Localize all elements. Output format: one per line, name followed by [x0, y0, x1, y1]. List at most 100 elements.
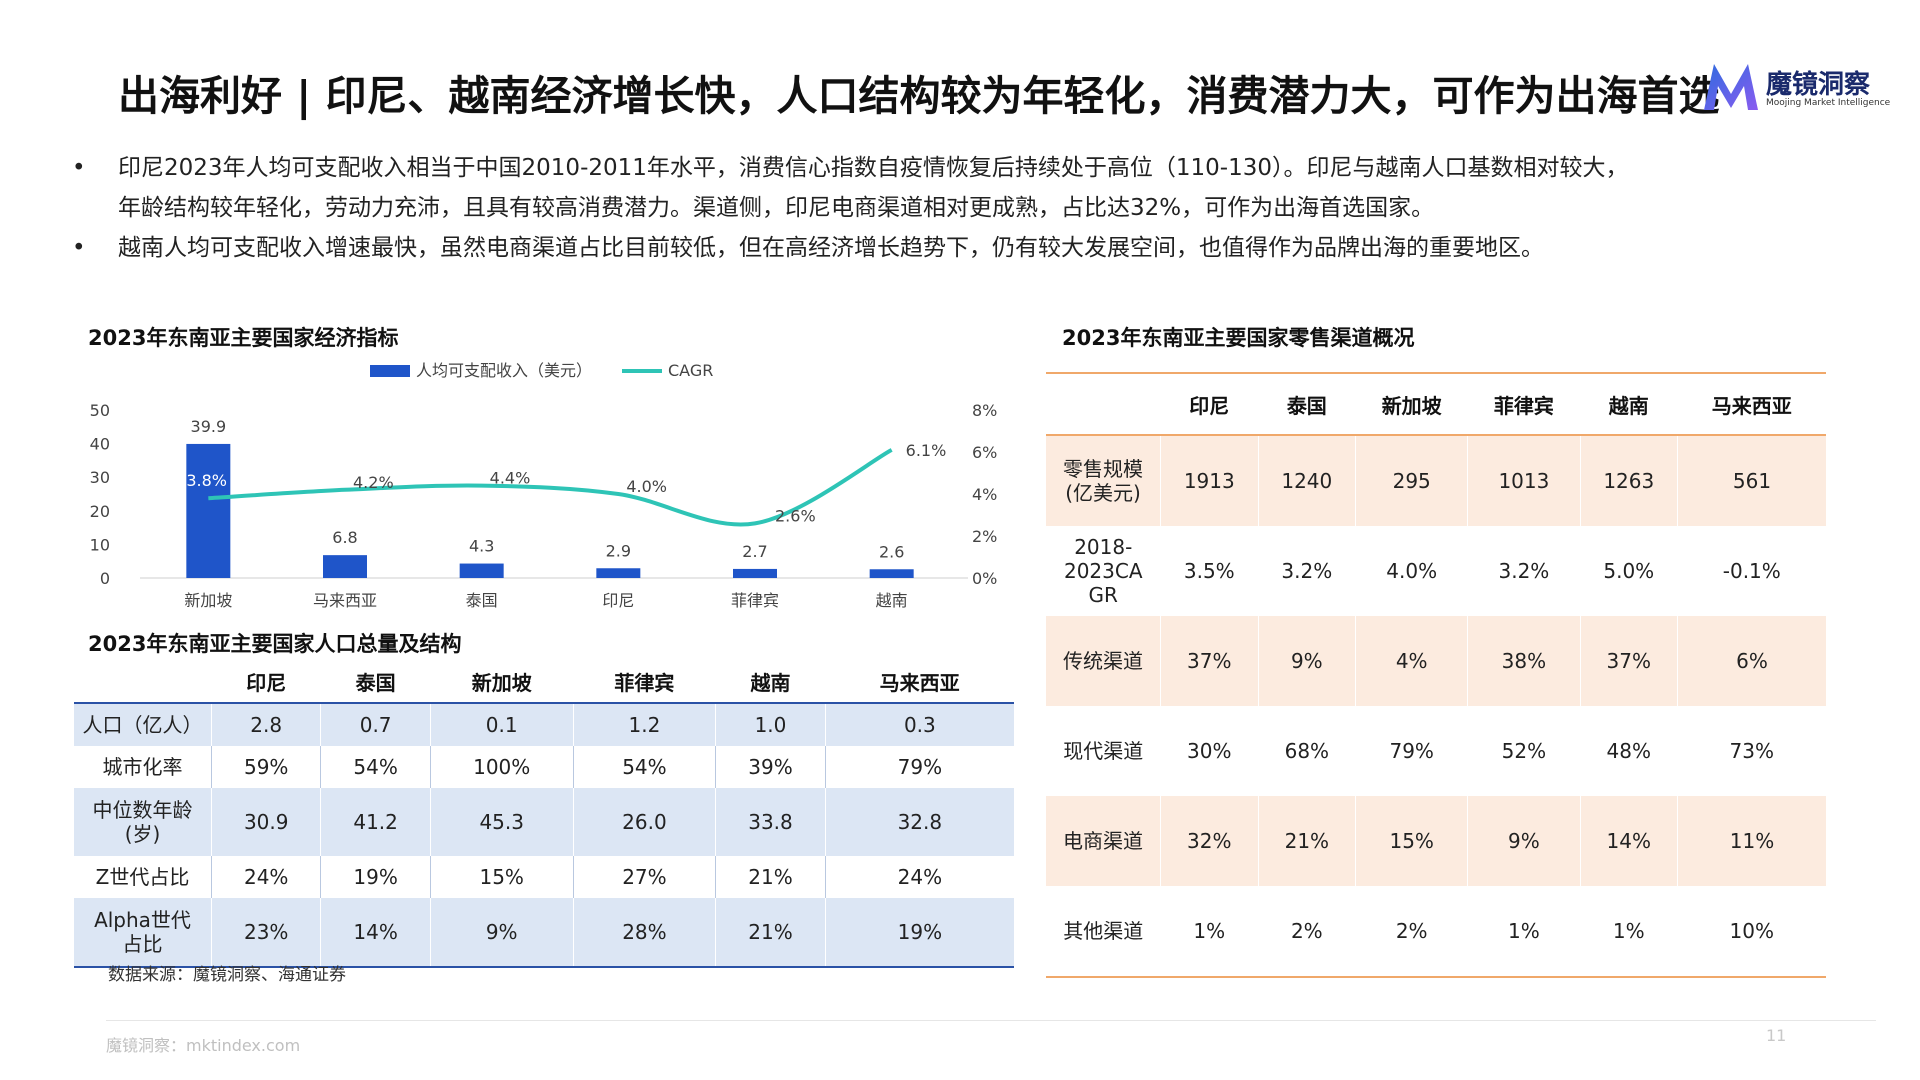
table-cell: 15%: [429, 856, 574, 898]
retail-table: 印尼 泰国 新加坡 菲律宾 越南 马来西亚 零售规模 (亿美元) 1913 1240 295 1013…: [1046, 372, 1826, 978]
logo-m-icon: [1704, 64, 1758, 110]
table-row: 零售规模 (亿美元) 1913 1240 295 1013 1263 561: [1046, 435, 1826, 526]
table-row: Z世代占比 24% 19% 15% 27% 21% 24%: [74, 856, 1014, 898]
table-cell: 14%: [1579, 796, 1678, 886]
legend-swatch-bar: [370, 365, 410, 377]
table-cell: 4.0%: [1386, 559, 1438, 583]
table-cell: 1263: [1579, 435, 1678, 526]
bullet-line: 年龄结构较年轻化，劳动力充沛，且具有较高消费潜力。渠道侧，印尼电商渠道相对更成熟…: [118, 195, 1435, 221]
row-label: Z世代占比: [74, 856, 212, 898]
row-label-line: 2023CA: [1063, 559, 1143, 583]
bar: [733, 568, 777, 578]
column-header: 越南: [1580, 372, 1678, 436]
bar-value-label: 2.7: [742, 542, 767, 561]
table-corner-cell: [74, 660, 212, 703]
page-number: 11: [1766, 1026, 1787, 1045]
table-cell: 2%: [1258, 886, 1356, 978]
column-header: 泰国: [1258, 372, 1356, 436]
y-left-tick-label: 40: [90, 435, 110, 454]
table-row: 中位数年龄 (岁) 30.9 41.2 45.3 26.0 33.8 32.8: [74, 788, 1014, 856]
y-left-tick-label: 30: [90, 468, 110, 487]
table-cell: 27%: [572, 856, 716, 898]
table-row: 电商渠道 32% 21% 15% 9% 14% 11%: [1046, 796, 1826, 886]
y-left-tick-label: 50: [90, 401, 110, 420]
table-cell: 30.9: [210, 788, 321, 856]
table-cell: 1913: [1160, 435, 1259, 526]
column-header: 越南: [750, 670, 791, 695]
column-header: 印尼: [1160, 372, 1259, 436]
x-tick-label: 马来西亚: [313, 591, 377, 610]
row-label-line: 零售规模: [1063, 457, 1143, 481]
table-cell: 24%: [824, 856, 1014, 898]
table-cell: 41.2: [320, 788, 431, 856]
column-header: 新加坡: [1355, 372, 1468, 436]
row-label-line: 城市化率: [102, 755, 183, 779]
row-label-line: GR: [1088, 583, 1118, 607]
table-cell: 48%: [1606, 739, 1651, 763]
row-label-line: Z世代占比: [95, 865, 190, 889]
cagr-value-label: 4.0%: [626, 477, 667, 496]
bar: [869, 569, 914, 578]
row-label-line: Alpha世代: [94, 908, 191, 932]
table-cell: -0.1%: [1722, 559, 1781, 583]
row-label-line: 其他渠道: [1063, 919, 1144, 943]
table-cell: 3.5%: [1183, 559, 1235, 583]
table-cell: 39%: [715, 746, 826, 788]
pop-table-title: 2023年东南亚主要国家人口总量及结构: [88, 632, 462, 656]
footer-divider: [106, 1020, 1876, 1021]
table-row: Alpha世代 占比 23% 14% 9% 28% 21% 19%: [74, 898, 1014, 968]
table-row: 2018- 2023CA GR 3.5% 3.2% 4.0% 3.2% 5.0% -0.1%: [1046, 526, 1826, 616]
cagr-value-label: 4.2%: [353, 473, 394, 492]
table-row: 传统渠道 37% 9% 4% 38% 37% 6%: [1046, 616, 1826, 706]
table-cell: 1%: [1467, 886, 1580, 978]
row-label-line: (岁): [124, 822, 161, 846]
column-header: 新加坡: [471, 670, 532, 695]
page-title: 出海利好 | 印尼、越南经济增长快，人口结构较为年轻化，消费潜力大，可作为出海首…: [118, 72, 1720, 120]
table-cell: 38%: [1467, 616, 1580, 706]
bar-value-label: 2.6: [879, 542, 904, 561]
bar: [323, 555, 367, 578]
bar-value-label: 2.9: [606, 541, 631, 560]
table-row: 现代渠道 30% 68% 79% 52% 48% 73%: [1046, 706, 1826, 796]
table-cell: 0.3: [824, 702, 1014, 746]
bar: [186, 443, 231, 578]
table-cell: 54%: [572, 746, 716, 788]
table-cell: 15%: [1355, 796, 1468, 886]
table-cell: 21%: [1257, 796, 1356, 886]
population-table: 印尼 泰国 新加坡 菲律宾 越南 马来西亚 人口（亿人） 2.8 0.7 0.1 1.2 1.0 0.3…: [74, 660, 1014, 968]
y-right-tick-label: 6%: [972, 443, 997, 462]
x-tick-label: 泰国: [466, 591, 498, 610]
table-cell: 0.1: [429, 702, 574, 746]
table-cell: 2%: [1355, 886, 1468, 978]
econ-chart-title: 2023年东南亚主要国家经济指标: [88, 326, 399, 350]
table-cell: 1.0: [715, 702, 826, 746]
row-label: 传统渠道: [1046, 616, 1161, 706]
table-cell: 23%: [210, 898, 321, 968]
retail-table-title: 2023年东南亚主要国家零售渠道概况: [1062, 326, 1415, 350]
table-cell: 1013: [1467, 435, 1580, 526]
table-cell: 295: [1355, 435, 1468, 526]
row-label: 人口（亿人）: [74, 702, 212, 746]
table-cell: 79%: [1389, 739, 1434, 763]
table-cell: 73%: [1729, 739, 1774, 763]
row-label: 电商渠道: [1046, 796, 1161, 886]
cagr-value-label: 4.4%: [490, 469, 531, 488]
table-cell: 45.3: [429, 788, 574, 856]
y-right-tick-label: 2%: [972, 527, 997, 546]
table-row: 城市化率 59% 54% 100% 54% 39% 79%: [74, 746, 1014, 788]
table-cell: 1%: [1160, 886, 1259, 978]
table-cell: 3.2%: [1281, 559, 1333, 583]
column-header: 菲律宾: [1467, 372, 1580, 436]
bar: [596, 568, 641, 578]
column-header: 印尼: [246, 670, 287, 695]
table-cell: 37%: [1160, 616, 1259, 706]
table-cell: 5.0%: [1603, 559, 1655, 583]
table-cell: 59%: [210, 746, 321, 788]
logo-subtitle: Moojing Market Intelligence: [1766, 98, 1891, 108]
x-tick-label: 新加坡: [184, 591, 232, 610]
column-header: 马来西亚: [1677, 372, 1826, 436]
y-right-tick-label: 0%: [972, 569, 997, 588]
table-cell: 32%: [1160, 796, 1259, 886]
table-cell: 14%: [320, 898, 431, 968]
bullet-symbol: •: [72, 235, 86, 261]
